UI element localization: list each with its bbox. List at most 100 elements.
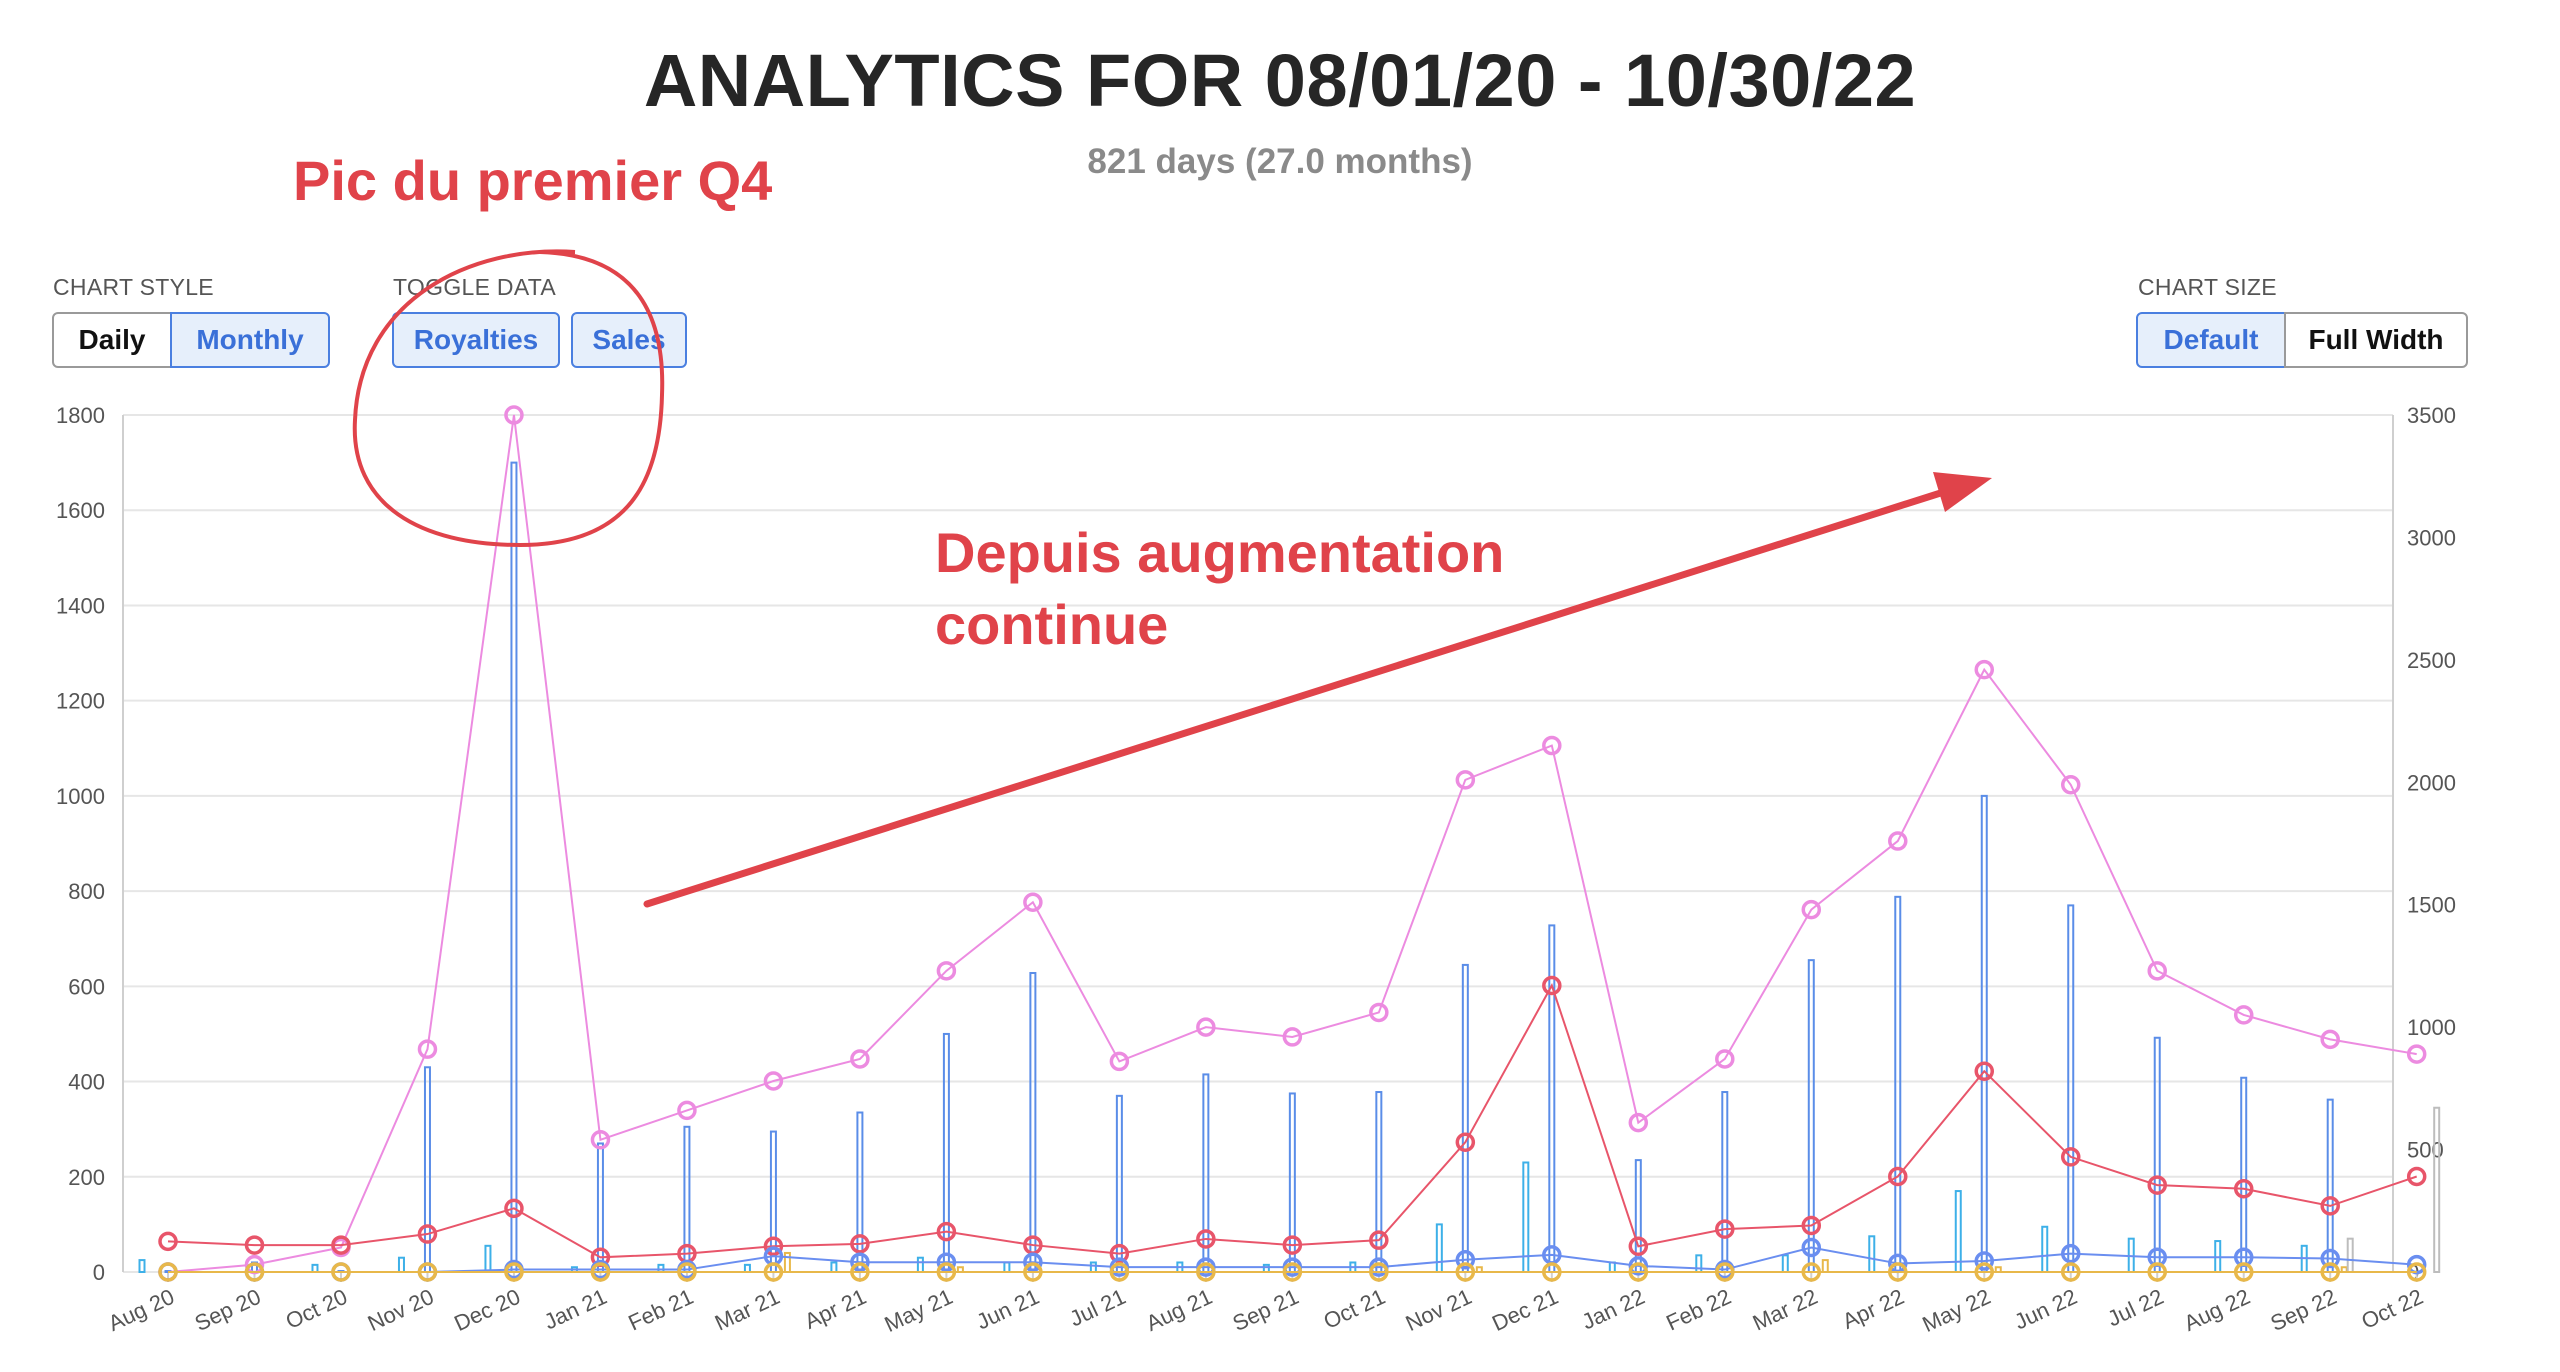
data-point [1109,1051,1130,1072]
bar [683,1125,691,1274]
data-point [1801,899,1822,920]
data-point [936,1262,957,1282]
x-tick-label: Oct 20 [282,1284,351,1334]
x-tick-label: Jun 22 [2010,1284,2080,1335]
data-point [504,1198,524,1219]
data-point [2060,1262,2081,1282]
data-point [1023,1252,1043,1272]
bar [397,1256,405,1274]
peak-circle [352,249,665,548]
data-point [1888,831,1908,851]
data-point [417,1224,438,1244]
bar [1608,1261,1616,1274]
data-point [1715,1219,1735,1239]
date-range-subtitle: 821 days (27.0 months) [1087,142,1473,181]
data-point [763,1071,784,1091]
data-point [1974,1061,1995,1081]
bar [769,1130,777,1274]
default-size-button[interactable]: Default [2136,312,2286,368]
data-point [1801,1215,1822,1236]
trend-arrow-shaft [643,486,1954,908]
right-tick-label: 2500 [2407,648,2456,673]
x-tick-label: Jul 21 [1066,1284,1130,1331]
trend-annotation-line1: Depuis augmentation [935,521,1504,584]
bar [1868,1235,1876,1273]
data-point [1801,1262,1822,1282]
left-tick-label: 600 [68,974,105,999]
data-point [2320,1248,2340,1269]
data-point [850,1049,870,1069]
bar [1262,1263,1270,1273]
left-tick-label: 400 [68,1070,105,1095]
left-tick-label: 0 [93,1260,105,1285]
bar-series [138,461,2441,1274]
data-point [936,1221,957,1242]
full-width-button[interactable]: Full Width [2284,312,2468,368]
sales-toggle-button[interactable]: Sales [571,312,687,368]
trend-arrow-head [1933,472,1992,512]
bar [916,1256,924,1274]
right-tick-label: 1000 [2407,1015,2456,1040]
left-tick-label: 1000 [56,784,105,809]
data-point [1282,1262,1303,1282]
x-tick-label: Oct 22 [2358,1284,2427,1334]
right-tick-label: 500 [2407,1138,2444,1163]
data-point [1023,1262,1043,1282]
bar [942,1032,950,1274]
data-point [2320,1262,2340,1282]
x-tick-label: May 21 [881,1284,957,1337]
data-point [1974,659,1995,680]
x-tick-label: Apr 22 [1839,1284,1908,1334]
data-point [1542,735,1562,756]
x-tick-label: Jun 21 [973,1284,1043,1335]
data-point [2147,1262,2167,1282]
royalties-toggle-button[interactable]: Royalties [392,312,560,368]
bar [1029,972,1037,1273]
series-line [168,1246,2417,1273]
data-point [1974,1251,1995,1271]
data-point [331,1262,351,1282]
left-tick-label: 1400 [56,593,105,618]
data-point [1196,1229,1216,1249]
data-point [2320,1029,2340,1050]
bar [856,1111,864,1274]
bar [2067,904,2075,1274]
bar [2433,1106,2441,1274]
data-point [590,1130,611,1150]
data-point [850,1252,870,1272]
data-point [2060,1243,2081,1264]
left-tick-label: 1200 [56,689,105,714]
data-point [763,1262,784,1282]
bar [2153,1036,2161,1273]
data-point [1888,1262,1908,1282]
bar [510,461,518,1274]
data-point [1369,1262,1389,1282]
data-point [590,1262,611,1282]
data-point [1628,1112,1649,1133]
left-tick-label: 200 [68,1165,105,1190]
data-point [1369,1002,1389,1023]
data-point [1455,770,1476,790]
x-tick-label: Aug 20 [104,1284,178,1336]
data-point [2406,1166,2427,1187]
x-tick-label: Nov 20 [364,1284,438,1336]
x-tick-label: Jan 22 [1578,1284,1648,1335]
data-point [1974,1262,1995,1282]
data-point [2060,1147,2081,1167]
x-tick-label: Feb 22 [1662,1284,1735,1336]
data-point [158,1231,178,1252]
bar [743,1263,751,1273]
x-tick-label: Aug 21 [1142,1284,1216,1336]
bar [830,1261,838,1274]
left-tick-label: 1600 [56,498,105,523]
monthly-button[interactable]: Monthly [170,312,330,368]
bar [783,1251,791,1274]
bar [1954,1190,1962,1274]
page-title: ANALYTICS FOR 08/01/20 - 10/30/22 [643,39,1917,122]
bar [1894,895,1902,1274]
data-point [1715,1049,1735,1069]
bar [138,1259,146,1273]
line-series [158,405,2427,1282]
